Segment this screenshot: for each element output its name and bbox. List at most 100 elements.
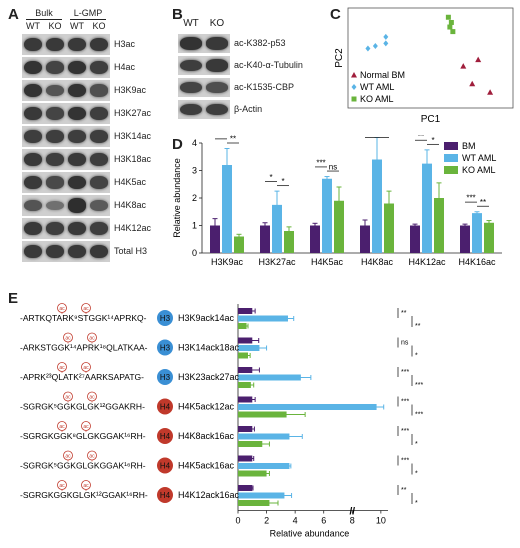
hbar [238,433,290,440]
legend-swatch [444,142,458,150]
blot-row-band [67,175,86,190]
x-tick-label: H3K27ac [258,257,296,267]
blot-row-band [67,129,86,144]
blot-row-band [23,244,42,259]
column-label: WT [70,21,84,31]
blot-row-band [67,244,86,259]
blot-row-band [45,244,64,259]
y-axis-label: PC2 [334,48,345,68]
bar [334,200,344,253]
y-tick-label: 0 [192,248,197,258]
significance-label: *** [401,369,409,376]
blot-row-band [180,103,202,116]
column-label: KO [209,18,225,29]
significance-label: ** [230,135,236,144]
bar [260,225,270,253]
histone-h3-icon [157,339,173,356]
blot-row-band [23,221,42,236]
pca-point [487,89,494,95]
blot-row-band [180,37,202,50]
hbar [238,382,251,388]
blot-row [178,56,230,75]
bar [234,236,244,253]
legend-label: WT AML [462,153,496,163]
significance-label: ** [401,310,407,317]
bar [484,222,494,253]
blot-row-band [23,129,42,144]
blot-row [22,126,110,147]
blot-row-label: H3K27ac [114,108,152,118]
blot-row-label: ac-K40-α-Tubulin [234,60,303,70]
blot-row-band [45,107,64,120]
bar [460,225,470,253]
panel-c-pca-plot: PC1 PC2 Normal BM WT AML KO AML [334,7,514,125]
pca-point [469,80,476,87]
hbar [238,337,253,344]
blot-row-band [89,37,108,52]
blot-row-band [89,199,108,212]
hbar [238,426,253,432]
y-axis-label: Relative abundance [172,158,182,238]
hbar [238,404,377,410]
peptide-sequence: -ARTKQTARK⁹STGGK¹⁴APRKQ- [20,313,147,323]
blot-row-band [206,82,228,93]
significance-label: ** [401,487,407,494]
blot-row-band [67,106,86,121]
blot-row-band [45,152,64,167]
panel-e-label: E [8,290,19,307]
bar [272,204,282,253]
blot-row-band [23,106,42,121]
acetyl-mark-label: ac [83,483,89,489]
blot-row-label: ac-K382-p53 [234,38,286,48]
panel-b-label: B [172,6,183,23]
bar [222,165,232,253]
blot-row [22,57,110,78]
hbar [238,411,287,418]
histone-label: H3 [160,314,171,323]
bar [284,231,294,253]
x-axis-label: PC1 [421,114,441,125]
y-tick-label: 3 [192,166,197,176]
panel-c-label: C [330,6,341,23]
significance-label: * [269,173,272,182]
blot-row-band [67,60,86,75]
peptide-sequence: -SGRGKGGKGLGK¹²GGAK¹⁶RH- [20,490,148,500]
blot-row [22,34,110,55]
blot-row-label: H3K14ac [114,131,152,141]
column-label: WT [26,21,40,31]
significance-label: *** [401,399,409,406]
histone-label: H4 [160,403,171,412]
blot-row [22,195,110,216]
blot-row-label: β-Actin [234,104,263,114]
blot-row-band [206,59,228,72]
x-tick-label: 6 [321,516,326,526]
x-axis-label: Relative abundance [270,529,350,539]
legend-label: BM [462,141,476,151]
blot-row-band [89,106,108,121]
acetyl-mark-label: ac [89,336,95,342]
histone-h3-icon [157,369,173,385]
axis-break: // [350,507,356,518]
blot-row [178,78,230,97]
histone-h3-icon [157,310,173,326]
blot-row-label: H3ac [114,39,136,49]
blot-row-band [89,152,108,167]
x-tick-label: 8 [350,516,355,526]
x-tick-label: H4K12ac [408,257,446,267]
modification-label: H4K5ack16ac [178,461,235,471]
x-tick-label: H3K9ac [211,257,244,267]
blot-row [22,103,110,124]
pca-point [448,19,454,25]
legend-label: KO AML [360,94,394,104]
histone-h4-icon [157,428,173,444]
blot-row-band [45,129,64,144]
pca-point [365,45,371,52]
blot-row-band [89,60,108,75]
pca-point [383,40,389,47]
hbar [238,315,288,322]
acetyl-mark-label: ac [83,306,89,312]
group-underline [70,19,106,20]
legend-marker [351,72,357,78]
acetyl-mark-label: ac [65,336,71,342]
hbar [238,323,247,329]
